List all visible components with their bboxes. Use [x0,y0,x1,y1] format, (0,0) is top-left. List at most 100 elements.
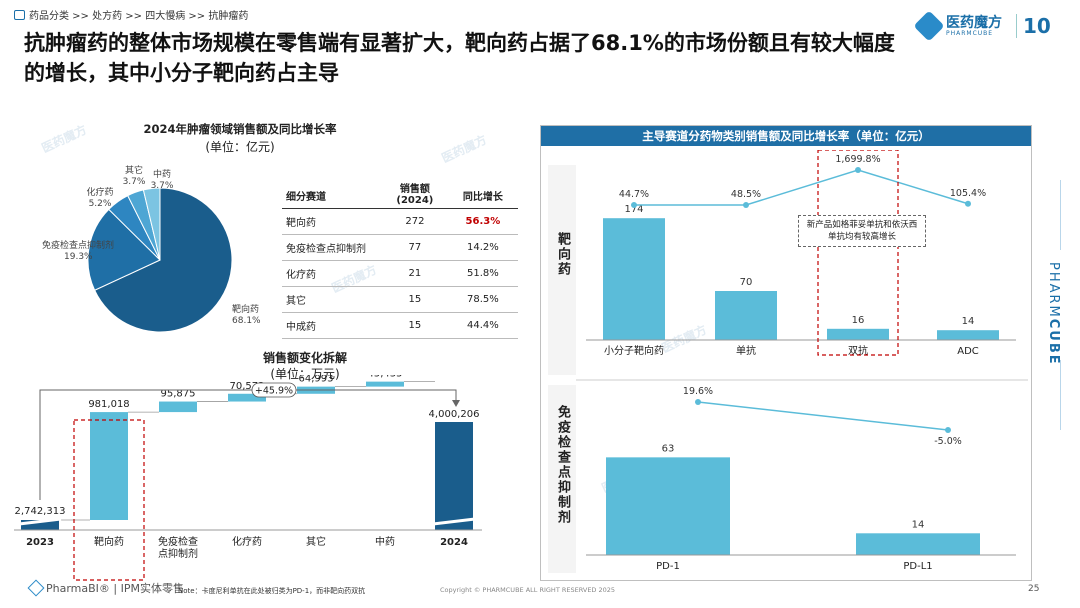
note-callout: 新产品如格菲妥单抗和依沃西单抗均有较高增长 [798,215,926,247]
logo-cube-icon [913,10,945,42]
pie-label-targeted: 靶向药 68.1% [232,305,261,327]
footer-note: Note：卡度尼利单抗在此处被归类为PD-1，而非靶向药双抗 [178,587,366,595]
waterfall-value-label: 2,742,313 [15,506,66,517]
waterfall-subtitle: (单位：万元) [270,367,340,381]
table-cell-sales: 21 [382,260,448,287]
waterfall-category-label: 中药 [375,535,395,548]
ici-category-label: PD-1 [656,561,680,572]
breadcrumb: 药品分类 >> 处方药 >> 四大慢病 >> 抗肿瘤药 [14,7,248,22]
targeted-growth-point [743,201,749,208]
pie-label-name: 靶向药 [232,305,260,315]
ici-category-label: PD-L1 [903,561,932,572]
table-cell-sales: 272 [382,208,448,235]
group-label-box [548,165,576,375]
targeted-growth-line [633,169,969,206]
logo-name: 医药魔方 [946,14,1002,31]
page-number: 25 [1028,584,1040,594]
pie-slice-0 [93,187,233,333]
logo-sub: PHARMCUBE [946,29,994,37]
table-cell-growth: 56.3% [447,208,518,235]
table-header: 销售额 (2024) [382,182,448,209]
pie-subtitle: (单位：亿元) [205,140,275,154]
ici-growth-point [695,399,701,405]
pie-label-name: 其它 [124,166,143,176]
targeted-bar-label: 16 [852,315,865,326]
pie-label-other: 其它 3.7% [118,166,150,188]
table-row: 其它 15 78.5% [282,286,518,313]
segment-table: 细分赛道 销售额 (2024) 同比增长 靶向药 272 56.3% 免疫检查点抑制剂… [282,182,518,339]
side-brand: PHARMCUBE [1046,262,1061,366]
targeted-category-label: 单抗 [736,344,756,357]
waterfall-category-label: 免疫检查 [158,535,198,548]
targeted-bar-label: 70 [740,277,753,288]
targeted-category-label: 小分子靶向药 [604,344,664,357]
targeted-growth-label: 105.4% [950,188,986,199]
waterfall-bar [90,412,128,520]
table-cell-sales: 15 [382,286,448,313]
targeted-growth-label: 48.5% [731,189,761,200]
table-cell-name: 靶向药 [282,208,382,235]
pie-label-pct: 3.7% [150,181,174,191]
waterfall-category-label: 2024 [440,537,468,548]
watermark: 医药魔方 [439,132,489,166]
pie-label-name: 化疗药 [86,188,114,198]
group-label-box [548,385,576,573]
waterfall-category-label: 靶向药 [94,535,124,548]
table-row: 靶向药 272 56.3% [282,208,518,235]
group-label-ici: 免疫检查点抑制剂 [555,405,570,525]
table-cell-name: 化疗药 [282,260,382,287]
waterfall-value-label: 64,993 [299,375,334,385]
targeted-growth-label: 1,699.8% [835,154,880,165]
targeted-bar-label: 174 [624,204,643,215]
waterfall-title: 销售额变化拆解 [262,351,347,365]
pie-label-name: 免疫检查点抑制剂 [41,241,114,251]
page-title: 抗肿瘤药的整体市场规模在零售端有显著扩大，靶向药占据了68.1%的市场份额且有较… [24,31,895,85]
waterfall-value-label: 45,435 [368,375,403,380]
right-panel-header: 主导赛道分药物类别销售额及同比增长率（单位：亿元） [541,126,1031,146]
pie-label-chemo: 化疗药 5.2% [80,188,120,210]
waterfall-value-label: 4,000,206 [429,409,480,420]
waterfall-value-label: 981,018 [88,399,129,410]
table-cell-name: 其它 [282,286,382,313]
ici-bar [856,533,980,555]
pie-slice-4 [142,187,161,261]
ici-bar-label: 14 [912,519,925,530]
growth-badge-label: +45.9% [255,386,293,397]
waterfall-value-label: 70,572 [230,381,265,392]
ici-bar [606,457,730,555]
pie-chart [87,187,233,333]
axis-break [432,517,476,526]
arrow-head-icon [452,400,460,407]
pie-slice-1 [87,208,161,291]
waterfall-bar [21,520,59,530]
axis-break [18,517,62,526]
targeted-bar [937,330,999,340]
targeted-growth-point [631,202,637,209]
breadcrumb-text: 药品分类 >> 处方药 >> 四大慢病 >> 抗肿瘤药 [29,11,249,22]
pie-label-tcm: 中药 3.7% [146,170,178,192]
side-divider [1060,180,1061,250]
ici-growth-line [697,401,949,431]
ici-bar-label: 63 [662,443,675,454]
right-panel [540,125,1032,581]
growth-badge [251,382,297,398]
cube-icon [27,579,45,597]
side-brand-a: PHARM [1046,262,1061,319]
side-brand-b: CUBE [1046,318,1061,366]
table-cell-name: 中成药 [282,312,382,339]
targeted-bar [827,328,889,340]
waterfall-category-label: 2023 [26,537,54,548]
ici-growth-label: -5.0% [934,436,962,447]
waterfall-value-label: 95,875 [161,389,196,400]
folder-icon [14,9,25,20]
footer-logo-text: PharmaBI® | IPM实体零售 [46,582,184,595]
table-cell-sales: 15 [382,312,448,339]
targeted-category-label: 双抗 [848,344,868,357]
footer-logo: PharmaBI® | IPM实体零售 [27,579,184,597]
waterfall-category-label: 化疗药 [232,535,262,548]
highlight-box [817,150,899,356]
pie-label-name: 中药 [152,170,171,180]
right-charts: 174 小分子靶向药 70 单抗 16 双抗 14 ADC 44.7% 48.5% 1,699.8%… [576,150,1028,572]
pie-label-pct: 3.7% [122,177,146,187]
pie-label-pct: 68.1% [232,316,261,326]
